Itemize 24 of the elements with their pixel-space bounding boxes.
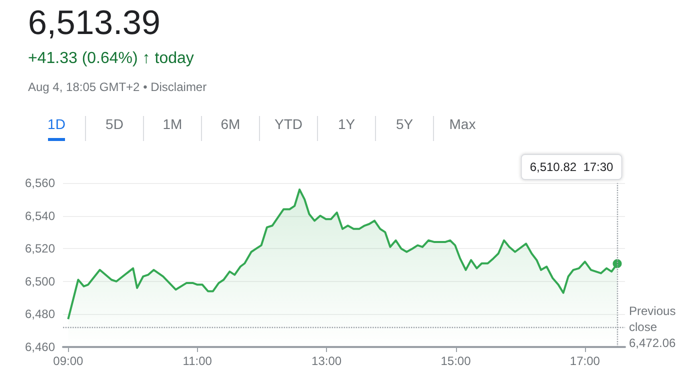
y-tick-label: 6,500 [24, 274, 56, 288]
y-tick-label: 6,540 [24, 208, 56, 223]
y-tick-label: 6,560 [24, 176, 56, 190]
ref-line-label: Previous close 6,472.06 [629, 304, 680, 350]
chart-subtitle: +41.33 (0.64%) ↑ today [28, 50, 194, 68]
chart-title: 6,513.39 [28, 4, 160, 43]
text: 5D [106, 116, 124, 134]
ref-line-label: 6,510.82 17:30 [530, 160, 614, 174]
text: 1M [162, 116, 182, 134]
y-tick-label: 6,480 [24, 307, 56, 322]
text: 6M [220, 116, 240, 134]
text: 1D [48, 116, 66, 141]
y-tick-label: 6,520 [24, 242, 56, 256]
x-tick-label: 17:00 [570, 354, 600, 368]
text: YTD [274, 116, 302, 134]
x-tick-label: 09:00 [53, 354, 84, 368]
y-tick-label: 6,460 [24, 340, 56, 354]
text: 5Y [396, 116, 414, 134]
text: Aug 4, 18:05 GMT+2 • Disclaimer [28, 80, 207, 94]
text: 1Y [338, 116, 356, 134]
x-tick-label: 13:00 [312, 354, 342, 368]
x-tick-label: 11:00 [182, 354, 212, 368]
text: Max [449, 116, 476, 134]
x-tick-label: 15:00 [440, 354, 472, 368]
